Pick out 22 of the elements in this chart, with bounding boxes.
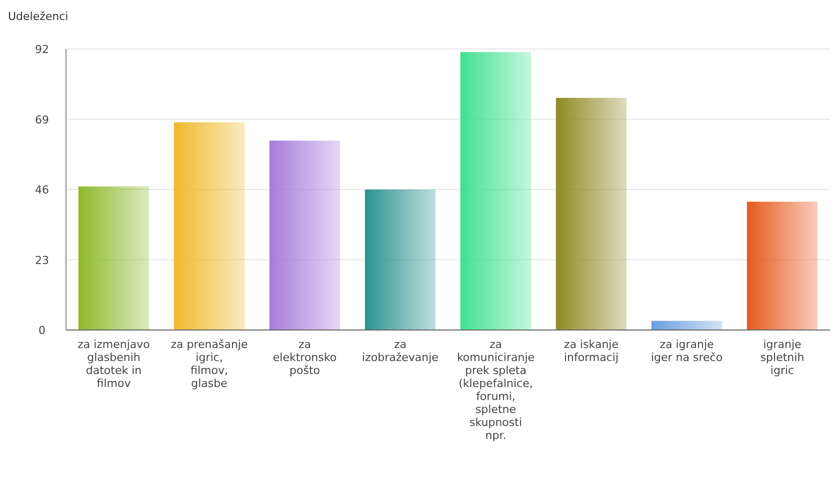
bar xyxy=(460,52,532,330)
x-tick-label: za izmenjavo glasbenih datotek in filmov xyxy=(78,338,150,390)
x-tick-label: za iskanje informacij xyxy=(564,338,619,364)
bar xyxy=(364,190,436,330)
x-tick-label: za izobraževanje xyxy=(362,338,439,364)
y-tick-label: 92 xyxy=(35,43,49,56)
y-tick-label: 23 xyxy=(35,254,49,267)
x-tick-label: igranje spletnih igric xyxy=(760,338,804,377)
bar xyxy=(651,320,722,330)
y-tick-label: 69 xyxy=(35,113,49,126)
y-tick-label: 0 xyxy=(38,324,46,337)
bar xyxy=(746,202,818,330)
x-tick-label: za komuniciranje prek spleta (klepefalnice, forumi, spletne skupnosti npr. xyxy=(456,338,535,442)
y-axis-title: Udeleženci xyxy=(8,10,68,23)
bar xyxy=(78,186,150,330)
bar xyxy=(269,140,340,330)
y-tick-label: 46 xyxy=(35,184,49,196)
x-tick-label: za igranje iger na srečo xyxy=(650,338,723,364)
bar xyxy=(174,122,245,330)
x-tick-label: za elektronsko pošto xyxy=(272,338,337,377)
x-tick-label: za prenašanje igric, filmov, glasbe xyxy=(170,338,248,390)
bar xyxy=(556,98,627,330)
